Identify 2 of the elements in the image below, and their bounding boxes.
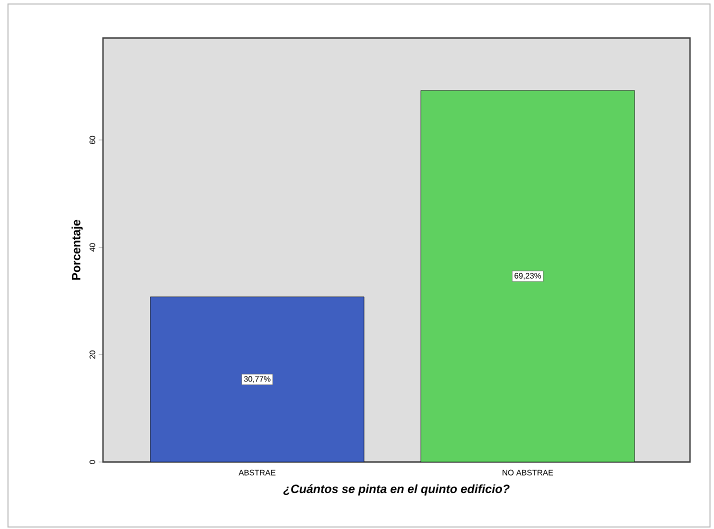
x-axis-title: ¿Cuántos se pinta en el quinto edificio? [283, 484, 510, 496]
y-axis-title: Porcentaje [72, 220, 83, 280]
